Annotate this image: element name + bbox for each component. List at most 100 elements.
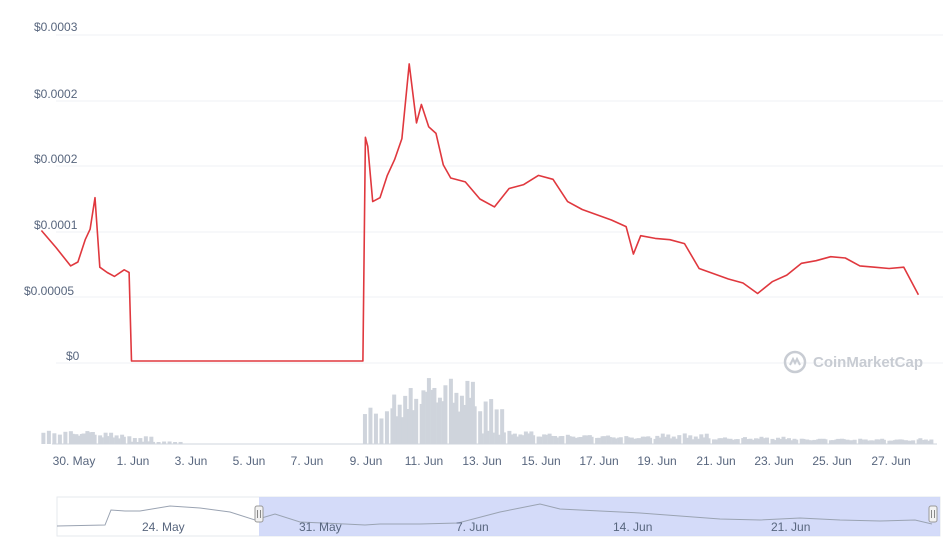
y-tick-label: $0 [66,349,80,363]
volume-bar [759,436,764,444]
volume-bar [105,436,110,444]
volume-bar [772,440,777,444]
volume-bar [911,440,916,444]
y-tick-label: $0.0002 [34,87,78,101]
volume-bar [501,432,506,444]
volume-bar [830,440,835,444]
volume-bar [730,439,735,444]
volume-bar [421,390,426,444]
volume-bar [626,437,631,444]
volume-bar [724,438,729,444]
y-tick-label: $0.0002 [34,152,78,166]
volume-bar [823,439,828,444]
volume-bar [894,439,899,444]
navigator-tick-label: 31. May [299,520,342,534]
volume-bar [706,438,711,444]
watermark-text: CoinMarketCap [813,353,924,371]
volume-bar [613,438,618,444]
volume-bar [742,437,747,444]
volume-bar [110,437,115,444]
volume-bar [538,436,543,444]
volume-bar [140,441,145,444]
coinmarketcap-watermark: CoinMarketCap [783,350,923,374]
volume-bar [847,440,852,444]
volume-bar [46,430,51,444]
volume-bar [392,394,397,444]
volume-bar [52,433,57,444]
volume-bar [817,438,822,444]
volume-bar [509,434,514,444]
volume-bar [719,438,724,444]
volume-bar [655,435,660,444]
volume-bar [472,406,477,444]
volume-bar [81,433,86,444]
volume-bar [567,436,572,444]
volume-bar [496,434,501,444]
volume-bar [156,442,161,444]
volume-bar [870,440,875,444]
x-tick-label: 3. Jun [174,454,208,468]
volume-bar [900,439,905,444]
x-tick-label: 15. Jun [521,454,561,468]
volume-bar [426,378,431,444]
x-tick-label: 11. Jun [404,454,444,468]
volume-bar [690,439,695,444]
volume-bar [735,439,740,444]
volume-bar [642,436,647,444]
volume-bar [631,438,636,444]
x-tick-label: 21. Jun [696,454,736,468]
volume-bar [596,437,601,444]
volume-bar [836,438,841,444]
navigator-selection [259,497,940,536]
navigator-tick-label: 24. May [142,520,185,534]
volume-bar [414,398,419,444]
x-tick-label: 25. Jun [812,454,852,468]
volume-bar [173,442,178,444]
x-tick-label: 30. May [52,454,96,468]
volume-bar [602,436,607,444]
volume-bar [578,436,583,444]
volume-bar [489,399,494,444]
volume-bar [554,437,559,444]
x-tick-label: 7. Jun [290,454,324,468]
volume-bar [794,439,799,444]
volume-bar [132,438,137,444]
volume-bar [408,388,413,444]
volume-bar [432,387,437,444]
y-tick-label: $0.00005 [24,284,75,298]
volume-bar [500,409,505,444]
navigator-tick-label: 14. Jun [613,520,653,534]
volume-bar [57,434,62,444]
volume-bar [637,438,642,444]
volume-bar [753,438,758,444]
volume-bar [456,411,461,444]
volume-bar [589,436,594,444]
volume-bar [99,437,104,444]
x-tick-label: 23. Jun [754,454,794,468]
navigator-handle[interactable] [254,505,264,523]
navigator-tick-label: 21. Jun [771,520,811,534]
volume-bar [145,441,150,444]
x-tick-label: 1. Jun [116,454,150,468]
volume-bar [549,435,554,444]
volume-bar [677,435,682,444]
volume-bar [889,440,894,444]
volume-bar [479,433,484,444]
navigator-line [56,503,933,527]
volume-bar [362,414,367,444]
volume-bar [92,434,97,444]
volume-bar [129,441,134,444]
volume-bar [865,440,870,444]
volume-bar [167,441,172,444]
volume-bar [923,439,928,444]
volume-bar [607,436,612,444]
navigator-handle[interactable] [928,505,938,523]
volume-bar [618,437,623,444]
volume-bar [841,439,846,444]
volume-bar [764,437,769,444]
volume-bar [560,436,565,444]
x-tick-label: 13. Jun [462,454,502,468]
coinmarketcap-logo-icon [783,350,807,374]
volume-bar [660,433,665,444]
